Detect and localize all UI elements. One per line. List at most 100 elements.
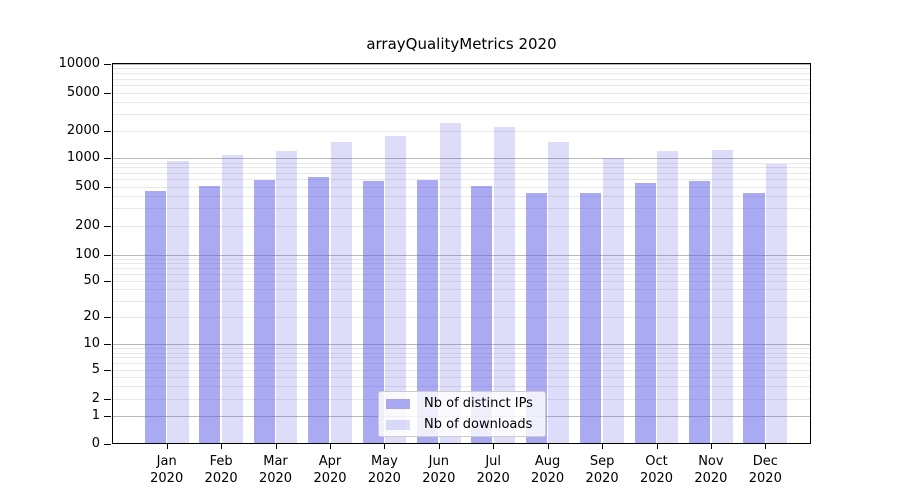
- gridline-minor: [112, 92, 811, 94]
- bar-downloads-feb: [221, 154, 243, 444]
- gridline-minor: [112, 273, 811, 275]
- y-tick: [104, 398, 111, 400]
- bar-distinct-ips-jan: [144, 191, 166, 444]
- bar-distinct-ips-sep: [580, 192, 602, 444]
- bar-distinct-ips-nov: [689, 180, 711, 444]
- y-tick-label: 0: [91, 436, 100, 451]
- gridline-minor: [112, 385, 811, 387]
- y-tick: [104, 225, 111, 227]
- legend-item-distinct-ips: Nb of distinct IPs: [386, 395, 545, 412]
- gridline-minor: [112, 78, 811, 80]
- gridline-minor: [112, 300, 811, 302]
- gridline-minor: [112, 172, 811, 174]
- grid-layer: [112, 63, 811, 444]
- gridline-minor: [112, 363, 811, 364]
- x-tick: [166, 444, 168, 449]
- x-tick: [275, 444, 277, 449]
- legend-swatch-distinct-ips: [386, 398, 410, 409]
- gridline-minor: [112, 262, 811, 264]
- x-tick: [384, 444, 386, 449]
- gridline-minor: [112, 167, 811, 169]
- bar-downloads-mar: [276, 151, 298, 444]
- bar-distinct-ips-feb: [199, 186, 221, 444]
- x-tick: [656, 444, 658, 449]
- legend: Nb of distinct IPs Nb of downloads: [378, 391, 546, 437]
- x-tick: [765, 444, 767, 449]
- y-tick-label: 10: [83, 336, 100, 352]
- x-tick-label: Dec 2020: [748, 454, 782, 486]
- gridline-major: [112, 344, 811, 346]
- gridline-minor: [112, 179, 811, 181]
- y-tick: [104, 444, 111, 445]
- gridline-minor: [112, 352, 811, 354]
- legend-label-distinct-ips: Nb of distinct IPs: [424, 396, 533, 411]
- bar-distinct-ips-dec: [743, 192, 765, 444]
- chart-title: arrayQualityMetrics 2020: [366, 35, 557, 53]
- gridline-minor: [112, 280, 811, 282]
- gridline-minor: [112, 208, 811, 210]
- x-tick-label: Jul 2020: [476, 454, 510, 486]
- gridline-minor: [112, 73, 811, 75]
- y-tick-label: 2000: [66, 122, 100, 138]
- gridline-minor: [112, 85, 811, 86]
- gridline-major: [112, 158, 811, 160]
- y-tick-label: 500: [75, 178, 100, 194]
- x-tick-label: Apr 2020: [313, 454, 347, 486]
- y-tick: [104, 416, 111, 418]
- gridline-minor: [112, 101, 811, 103]
- gridline-minor: [112, 289, 811, 291]
- gridline-minor: [112, 162, 811, 164]
- bar-downloads-apr: [330, 142, 352, 444]
- gridline-minor: [112, 348, 811, 350]
- bars-layer: [112, 63, 811, 444]
- x-tick-label: Jan 2020: [150, 454, 184, 486]
- y-tick: [104, 186, 111, 188]
- gridline-minor: [112, 225, 811, 227]
- y-tick-label: 5: [91, 361, 100, 377]
- y-tick-label: 200: [75, 217, 100, 233]
- y-tick: [104, 64, 111, 65]
- gridline-minor: [112, 376, 811, 378]
- legend-swatch-downloads: [386, 419, 410, 430]
- y-tick-label: 1: [91, 408, 100, 424]
- gridline-minor: [112, 68, 811, 70]
- y-tick: [104, 369, 111, 371]
- x-tick-label: May 2020: [367, 454, 401, 486]
- plot-area: 10000 5000 2000 1000 500 200 100 50 20 10 5 2 1 0 Jan 2…: [59, 56, 811, 486]
- gridline-minor: [112, 369, 811, 371]
- bar-distinct-ips-apr: [308, 176, 330, 444]
- gridline-minor: [112, 196, 811, 198]
- gridline-minor: [112, 357, 811, 359]
- gridline-major: [112, 64, 811, 65]
- gridline-minor: [112, 130, 811, 132]
- gridline-major: [112, 254, 811, 256]
- x-tick-label: Jun 2020: [422, 454, 456, 486]
- y-tick: [104, 316, 111, 318]
- y-tick: [104, 92, 111, 94]
- legend-label-downloads: Nb of downloads: [424, 417, 533, 432]
- bar-distinct-ips-mar: [253, 179, 275, 444]
- y-tick-label: 50: [83, 272, 100, 288]
- y-tick-label: 1000: [66, 150, 100, 166]
- bar-downloads-oct: [657, 151, 679, 444]
- legend-item-downloads: Nb of downloads: [386, 416, 545, 433]
- gridline-minor: [112, 258, 811, 260]
- y-tick-label: 10000: [58, 56, 100, 71]
- x-tick: [547, 444, 549, 449]
- bar-downloads-jun: [439, 123, 461, 444]
- bar-downloads-dec: [766, 164, 788, 444]
- x-tick: [221, 444, 223, 449]
- gridline-minor: [112, 113, 811, 115]
- x-tick: [330, 444, 331, 449]
- y-tick: [104, 344, 111, 346]
- bar-distinct-ips-jul: [471, 186, 493, 444]
- gridline-minor: [112, 316, 811, 318]
- bar-distinct-ips-oct: [634, 182, 656, 444]
- x-tick-label: Aug 2020: [531, 454, 565, 486]
- x-tick-label: Feb 2020: [204, 454, 238, 486]
- y-tick-label: 2: [91, 390, 100, 406]
- y-tick-label: 100: [75, 246, 100, 262]
- bar-downloads-sep: [602, 157, 624, 444]
- bar-downloads-jul: [493, 126, 516, 444]
